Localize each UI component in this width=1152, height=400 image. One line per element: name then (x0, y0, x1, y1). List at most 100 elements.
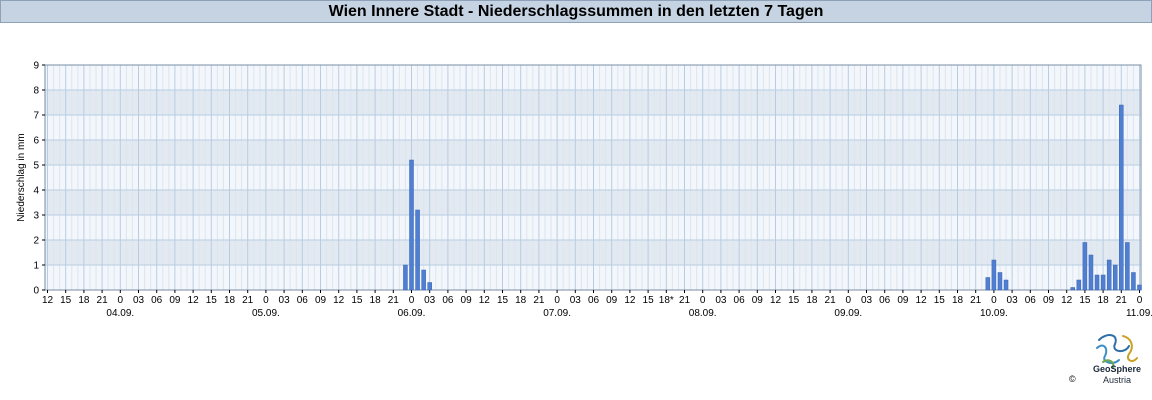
x-date-label: 06.09. (398, 308, 426, 319)
x-tick-label: 09 (897, 295, 909, 306)
x-tick-label: 03 (424, 295, 436, 306)
x-date-label: 07.09. (543, 308, 571, 319)
precipitation-bar (1131, 272, 1136, 291)
x-tick-label: 09 (461, 295, 473, 306)
x-tick-label: 15 (788, 295, 800, 306)
precipitation-bar (1100, 274, 1106, 291)
x-tick-label: 03 (861, 295, 873, 306)
precipitation-bar (991, 259, 997, 291)
x-date-label: 04.09. (106, 308, 134, 319)
x-tick-label: 12 (624, 295, 636, 306)
x-tick-label: 18 (370, 295, 382, 306)
x-tick-label: 0 (846, 295, 852, 306)
x-tick-label: 12 (188, 295, 200, 306)
x-tick-label: 06 (151, 295, 163, 306)
x-tick-label: 12 (1061, 295, 1073, 306)
x-tick-label: 12 (333, 295, 345, 306)
x-tick-label: 15 (497, 295, 509, 306)
precipitation-bar (1119, 104, 1124, 291)
precipitation-bar (1082, 242, 1088, 291)
x-tick-label: 21 (1116, 295, 1128, 306)
x-tick-label: 09 (1043, 295, 1055, 306)
precipitation-bar (997, 272, 1003, 291)
x-tick-label: 12 (770, 295, 782, 306)
precipitation-bar (1094, 274, 1100, 291)
x-tick-label: 09 (169, 295, 181, 306)
x-tick-label: 18 (1098, 295, 1110, 306)
x-tick-label: 09 (752, 295, 764, 306)
y-tick-label: 9 (33, 61, 39, 72)
precipitation-bar (415, 209, 420, 291)
x-tick-label: 06 (442, 295, 454, 306)
precipitation-bar (1088, 254, 1094, 291)
x-tick-label: 12 (42, 295, 54, 306)
y-tick-label: 0 (33, 286, 39, 297)
x-tick-label: 0 (263, 295, 269, 306)
x-tick-label: 06 (879, 295, 891, 306)
x-tick-label: 15 (206, 295, 218, 306)
x-tick-label: 18 (224, 295, 236, 306)
y-axis-label: Niederschlag in mm (16, 133, 27, 221)
x-date-label: 05.09. (252, 308, 280, 319)
y-tick-label: 3 (33, 211, 39, 222)
y-tick-label: 6 (33, 136, 39, 147)
x-tick-label: 0 (554, 295, 560, 306)
y-tick-label: 1 (33, 261, 39, 272)
y-tick-label: 2 (33, 236, 39, 247)
precipitation-bar (1003, 279, 1009, 291)
x-tick-label: 03 (570, 295, 582, 306)
chart-title: Wien Innere Stadt - Niederschlagssummen … (0, 0, 1152, 23)
x-tick-label: 0 (700, 295, 706, 306)
x-tick-label: 18 (952, 295, 964, 306)
precipitation-bar (1076, 279, 1082, 291)
y-tick-label: 8 (33, 86, 39, 97)
x-tick-label: 18 (78, 295, 90, 306)
x-tick-label: 06 (1025, 295, 1037, 306)
x-tick-label: 0 (118, 295, 124, 306)
x-tick-label: 09 (606, 295, 618, 306)
precipitation-bar (1112, 264, 1118, 291)
x-tick-label: 15 (351, 295, 363, 306)
x-tick-label: 21 (242, 295, 254, 306)
x-date-label: 11.09. (1126, 308, 1152, 319)
precipitation-bar (427, 282, 432, 291)
logo-subtitle: Austria (1102, 375, 1131, 385)
precipitation-bar (985, 277, 991, 291)
precipitation-bar (1125, 242, 1130, 291)
y-tick-label: 4 (33, 186, 39, 197)
precipitation-bar (1106, 259, 1112, 291)
precipitation-bar (1137, 284, 1142, 291)
x-date-label: 09.09. (834, 308, 862, 319)
x-date-label: 08.09. (689, 308, 717, 319)
x-tick-label: 12 (479, 295, 491, 306)
precipitation-bar (1070, 287, 1076, 291)
x-tick-label: 21 (97, 295, 109, 306)
x-tick-label: 06 (588, 295, 600, 306)
x-tick-label: 15 (643, 295, 655, 306)
x-tick-label: 21 (679, 295, 691, 306)
precipitation-bar (421, 269, 426, 291)
x-tick-label: 06 (734, 295, 746, 306)
x-tick-label: 03 (133, 295, 145, 306)
x-tick-label: 18 (515, 295, 527, 306)
x-tick-label: 15 (934, 295, 946, 306)
x-tick-label: 21 (533, 295, 545, 306)
x-date-label: 10.09. (980, 308, 1008, 319)
x-tick-label: 06 (297, 295, 309, 306)
y-tick-label: 7 (33, 111, 39, 122)
x-tick-label: 0 (409, 295, 415, 306)
x-tick-label: 21 (388, 295, 400, 306)
logo-name: GeoSphere (1092, 364, 1141, 374)
x-tick-label: 15 (60, 295, 72, 306)
copyright-symbol: © (1069, 374, 1076, 384)
precipitation-bar (403, 264, 408, 291)
geosphere-logo (1096, 334, 1138, 369)
x-tick-label: 15 (1079, 295, 1091, 306)
y-tick-label: 5 (33, 161, 39, 172)
x-tick-label: 21 (825, 295, 837, 306)
x-tick-label: 0 (1137, 295, 1143, 306)
x-tick-label: 0 (991, 295, 997, 306)
x-tick-label: 18* (659, 295, 674, 306)
x-tick-label: 12 (916, 295, 928, 306)
x-tick-label: 03 (1007, 295, 1019, 306)
